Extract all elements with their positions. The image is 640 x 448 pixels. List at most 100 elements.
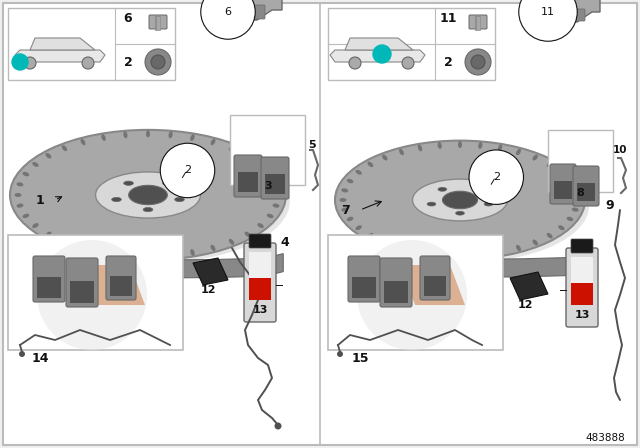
Circle shape xyxy=(275,422,282,430)
Ellipse shape xyxy=(229,239,234,245)
Text: 3: 3 xyxy=(264,181,272,191)
FancyBboxPatch shape xyxy=(469,15,487,29)
Ellipse shape xyxy=(473,187,482,191)
Text: 5: 5 xyxy=(308,140,316,150)
Ellipse shape xyxy=(168,131,173,138)
Text: 483888: 483888 xyxy=(585,433,625,443)
Ellipse shape xyxy=(498,249,502,255)
Ellipse shape xyxy=(101,249,106,256)
Ellipse shape xyxy=(339,149,589,263)
Circle shape xyxy=(465,49,491,75)
Ellipse shape xyxy=(146,130,150,138)
Circle shape xyxy=(24,57,36,69)
Text: 4: 4 xyxy=(280,236,289,249)
Ellipse shape xyxy=(427,202,436,206)
Ellipse shape xyxy=(175,198,184,202)
Bar xyxy=(265,174,285,194)
Ellipse shape xyxy=(81,245,86,251)
Ellipse shape xyxy=(558,170,564,175)
Polygon shape xyxy=(542,0,600,22)
Ellipse shape xyxy=(572,188,579,193)
Bar xyxy=(328,8,495,80)
Ellipse shape xyxy=(484,202,493,206)
Polygon shape xyxy=(345,38,413,50)
Text: 2: 2 xyxy=(444,56,452,69)
Ellipse shape xyxy=(355,170,362,175)
Polygon shape xyxy=(400,265,465,305)
Circle shape xyxy=(145,49,171,75)
Ellipse shape xyxy=(129,185,167,205)
Ellipse shape xyxy=(458,141,462,148)
FancyBboxPatch shape xyxy=(235,5,265,19)
Ellipse shape xyxy=(458,252,462,259)
Ellipse shape xyxy=(10,130,286,260)
Ellipse shape xyxy=(347,179,353,183)
Text: 2: 2 xyxy=(184,165,191,176)
Circle shape xyxy=(237,3,247,13)
Circle shape xyxy=(402,57,414,69)
Ellipse shape xyxy=(341,188,348,193)
Ellipse shape xyxy=(382,240,387,246)
Ellipse shape xyxy=(532,240,538,246)
Ellipse shape xyxy=(572,207,579,212)
Text: 7: 7 xyxy=(340,203,349,216)
FancyBboxPatch shape xyxy=(249,234,271,248)
Bar xyxy=(8,8,175,80)
Bar xyxy=(548,130,613,192)
Ellipse shape xyxy=(367,162,373,167)
FancyBboxPatch shape xyxy=(553,9,585,21)
Bar xyxy=(554,181,572,199)
Bar xyxy=(384,281,408,303)
Text: 12: 12 xyxy=(200,285,216,295)
Text: 9: 9 xyxy=(605,198,614,211)
Text: 13: 13 xyxy=(252,305,268,315)
Bar xyxy=(110,276,132,296)
Text: 2: 2 xyxy=(493,172,500,182)
Ellipse shape xyxy=(418,145,422,151)
Text: 6: 6 xyxy=(225,7,232,17)
Ellipse shape xyxy=(143,207,153,212)
Circle shape xyxy=(357,240,467,350)
Polygon shape xyxy=(227,0,282,20)
FancyBboxPatch shape xyxy=(348,256,380,302)
Ellipse shape xyxy=(124,252,127,258)
Bar xyxy=(571,283,593,305)
Circle shape xyxy=(349,57,361,69)
Bar xyxy=(249,278,271,300)
Circle shape xyxy=(151,55,165,69)
Polygon shape xyxy=(193,258,228,285)
Ellipse shape xyxy=(95,172,200,218)
Ellipse shape xyxy=(190,134,195,141)
Text: 1: 1 xyxy=(36,194,44,207)
FancyBboxPatch shape xyxy=(573,166,599,206)
Ellipse shape xyxy=(111,198,122,202)
Ellipse shape xyxy=(267,172,273,177)
Bar xyxy=(577,183,595,201)
Ellipse shape xyxy=(32,162,38,167)
Circle shape xyxy=(337,351,343,357)
Circle shape xyxy=(19,351,25,357)
Ellipse shape xyxy=(14,139,290,263)
FancyBboxPatch shape xyxy=(550,164,576,204)
FancyBboxPatch shape xyxy=(420,256,450,300)
Polygon shape xyxy=(15,50,105,62)
Ellipse shape xyxy=(382,155,387,160)
Ellipse shape xyxy=(15,193,22,197)
Text: 15: 15 xyxy=(351,352,369,365)
Ellipse shape xyxy=(347,217,353,221)
Polygon shape xyxy=(80,265,145,305)
Circle shape xyxy=(373,45,391,63)
Ellipse shape xyxy=(438,142,442,149)
Ellipse shape xyxy=(355,225,362,230)
Ellipse shape xyxy=(275,193,282,197)
Polygon shape xyxy=(510,272,548,300)
Ellipse shape xyxy=(32,223,38,228)
Ellipse shape xyxy=(22,172,29,177)
Ellipse shape xyxy=(45,153,51,159)
FancyBboxPatch shape xyxy=(234,155,262,197)
Ellipse shape xyxy=(229,145,234,151)
Bar xyxy=(8,235,183,350)
Ellipse shape xyxy=(547,162,552,167)
Polygon shape xyxy=(330,50,425,62)
FancyBboxPatch shape xyxy=(571,239,593,253)
